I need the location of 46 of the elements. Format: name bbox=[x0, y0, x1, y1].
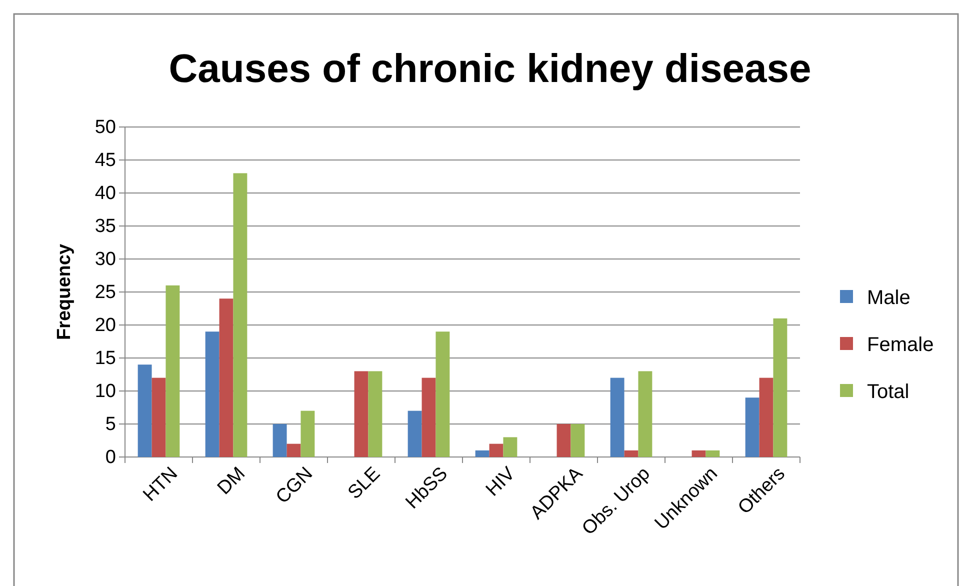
bar bbox=[408, 410, 422, 457]
bar bbox=[205, 332, 220, 457]
bar bbox=[233, 173, 248, 457]
bar bbox=[692, 450, 706, 457]
y-tick-label: 50 bbox=[94, 117, 116, 138]
bar bbox=[300, 410, 315, 457]
bar bbox=[556, 424, 571, 457]
bar bbox=[219, 298, 234, 457]
bar bbox=[475, 450, 490, 457]
bar bbox=[368, 371, 382, 457]
bar bbox=[286, 444, 301, 457]
bar bbox=[706, 450, 720, 457]
bar bbox=[436, 332, 450, 457]
bar bbox=[152, 378, 166, 457]
y-tick-label: 15 bbox=[94, 348, 116, 370]
bar bbox=[489, 444, 504, 457]
bar bbox=[354, 371, 368, 457]
legend-label: Female bbox=[867, 334, 934, 356]
chart-title: Causes of chronic kidney disease bbox=[168, 47, 812, 91]
y-tick-label: 10 bbox=[94, 381, 116, 402]
y-tick-label: 20 bbox=[94, 315, 116, 336]
y-tick-label: 25 bbox=[94, 282, 116, 304]
x-tick-label: HIV bbox=[482, 463, 520, 501]
y-tick-label: 0 bbox=[105, 447, 116, 468]
bar bbox=[272, 424, 287, 457]
y-tick-label: 40 bbox=[94, 183, 116, 204]
bar bbox=[773, 318, 788, 457]
bar bbox=[422, 378, 436, 457]
legend-label: Male bbox=[867, 287, 910, 309]
bar bbox=[610, 378, 624, 457]
bar bbox=[759, 378, 774, 457]
bar bbox=[745, 398, 760, 457]
bar bbox=[166, 285, 180, 457]
legend-label: Total bbox=[867, 381, 910, 403]
y-axis-title: Frequency bbox=[54, 244, 75, 340]
y-tick-label: 35 bbox=[94, 216, 116, 238]
x-tick-label: DM bbox=[214, 463, 250, 500]
y-tick-label: 45 bbox=[94, 150, 116, 172]
bar bbox=[138, 364, 152, 457]
x-tick-label: SLE bbox=[344, 463, 384, 504]
bar bbox=[570, 424, 585, 457]
y-tick-label: 5 bbox=[105, 414, 116, 436]
bar bbox=[638, 371, 652, 457]
bar bbox=[503, 437, 518, 457]
bar bbox=[624, 450, 638, 457]
y-tick-label: 30 bbox=[94, 249, 116, 270]
